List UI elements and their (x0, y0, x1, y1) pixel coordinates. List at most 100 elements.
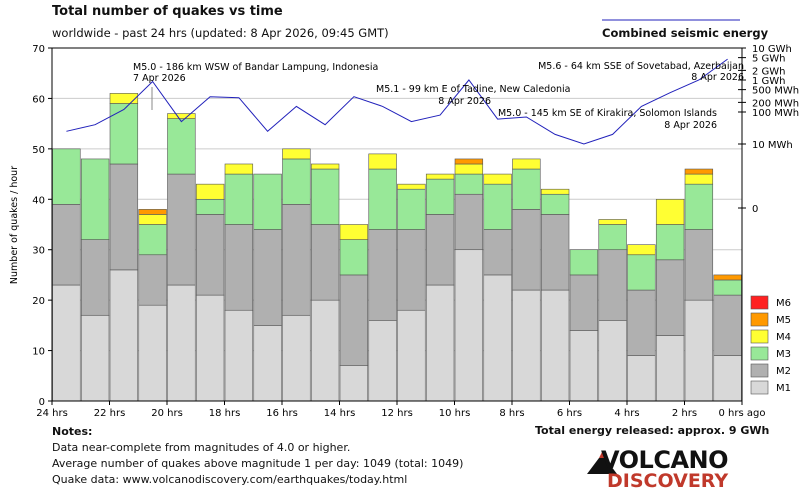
bar-M4-22 (684, 173, 714, 185)
annotation-text: M5.1 - 99 km E of Tadine, New Caledonia (376, 84, 571, 95)
legend-swatch-M4 (750, 329, 769, 344)
bar-M3-15 (483, 183, 512, 230)
bar-M1-3 (138, 304, 167, 402)
bar-M1-5 (195, 294, 225, 402)
x-tick-label: 12 hrs (381, 408, 413, 419)
bar-M2-23 (713, 294, 742, 356)
bar-M4-13 (425, 173, 455, 180)
legend-swatch-M3 (750, 346, 769, 361)
bar-M4-15 (483, 173, 512, 185)
bar-M2-10 (339, 274, 369, 366)
y-tick-label: 10 (32, 347, 45, 358)
bar-M1-6 (224, 309, 254, 402)
legend-swatch-M5 (750, 312, 769, 327)
logo-line-1: VOLCANO (601, 446, 729, 474)
bar-M1-7 (253, 325, 282, 402)
bar-M1-1 (80, 314, 110, 402)
bar-M2-22 (684, 229, 714, 301)
annotation-text: M5.0 - 186 km WSW of Bandar Lampung, Ind… (133, 62, 378, 73)
x-tick-label: 22 hrs (94, 408, 126, 419)
bar-M3-12 (397, 188, 426, 230)
energy-tick-label: 10 GWh (752, 44, 792, 55)
bar-M2-3 (138, 254, 167, 306)
legend-label-M5: M5 (776, 315, 791, 326)
bar-M2-20 (627, 289, 656, 356)
legend-label-M1: M1 (776, 383, 791, 394)
energy-tick-label: 5 GWh (752, 54, 786, 65)
bar-M1-23 (713, 355, 742, 402)
bar-M3-11 (368, 168, 397, 230)
volcano-icon (587, 452, 617, 474)
bar-M4-12 (397, 183, 426, 190)
bar-M3-7 (253, 173, 282, 230)
bar-M4-14 (454, 163, 484, 175)
annotation-date: 8 Apr 2026 (438, 96, 491, 107)
notes-line-2: Average number of quakes above magnitude… (52, 457, 464, 470)
x-tick-label: 24 hrs (36, 408, 68, 419)
logo-line-2: DISCOVERY (607, 470, 729, 492)
bar-M1-15 (483, 274, 512, 402)
bar-M3-10 (339, 239, 369, 276)
bar-M1-14 (454, 249, 484, 402)
notes-line-1: Data near-complete from magnitudes of 4.… (52, 441, 351, 454)
bar-M1-18 (569, 330, 599, 402)
bar-M5-14 (454, 158, 484, 165)
magnitude-legend: M6 M5 M4 M3 M2 M1 (750, 295, 791, 395)
annotation-solomon: M5.0 - 145 km SE of Kirakira, Solomon Is… (498, 108, 717, 131)
bar-M3-3 (138, 224, 167, 256)
bar-M4-17 (540, 188, 570, 195)
bar-M4-4 (167, 113, 196, 119)
bar-M2-9 (310, 224, 340, 301)
x-tick-label: 18 hrs (209, 408, 241, 419)
annotation-indonesia: M5.0 - 186 km WSW of Bandar Lampung, Ind… (133, 62, 378, 110)
bar-M3-16 (512, 168, 541, 210)
bar-M1-10 (339, 365, 369, 402)
legend-swatch-M2 (750, 363, 769, 378)
energy-tick-label: 100 MWh (752, 108, 799, 119)
bar-M1-8 (282, 314, 311, 402)
energy-tick-label: 10 MWh (752, 140, 793, 151)
bar-M1-11 (368, 320, 397, 402)
bar-M3-4 (167, 118, 196, 175)
bar-M2-18 (569, 274, 599, 331)
x-tick-label: 14 hrs (324, 408, 356, 419)
bar-M1-13 (425, 284, 455, 402)
x-tick-label: 2 hrs (672, 408, 697, 419)
bar-M4-6 (224, 163, 254, 175)
y-tick-label: 20 (32, 296, 45, 307)
bar-M1-21 (655, 335, 685, 402)
bar-M2-17 (540, 214, 570, 291)
chart-subtitle: worldwide - past 24 hrs (updated: 8 Apr … (52, 26, 389, 40)
bar-M2-8 (282, 204, 311, 316)
annotation-azerbaijan: M5.6 - 64 km SSE of Sovetabad, Azerbaija… (538, 61, 744, 83)
chart-title: Total number of quakes vs time (52, 4, 283, 19)
bar-M2-13 (425, 214, 455, 286)
grid-lines (52, 97, 742, 352)
bar-M5-23 (713, 274, 742, 281)
annotation-new-caledonia: M5.1 - 99 km E of Tadine, New Caledonia … (376, 84, 571, 107)
x-axis: 24 hrs 22 hrs 20 hrs 18 hrs 16 hrs 14 hrs 12 h… (36, 401, 765, 419)
x-tick-label: 20 hrs (151, 408, 183, 419)
bar-M1-12 (397, 309, 426, 402)
bar-M1-16 (512, 289, 541, 402)
total-energy-label: Total energy released: approx. 9 GWh (535, 424, 770, 437)
bar-M3-23 (713, 279, 742, 296)
legend-swatch-M1 (750, 380, 769, 395)
bar-M4-9 (310, 163, 340, 170)
bar-M2-14 (454, 193, 484, 251)
bar-M4-2 (109, 93, 139, 104)
bar-M3-6 (224, 173, 254, 225)
bar-M2-7 (253, 229, 282, 326)
x-tick-label: 4 hrs (614, 408, 639, 419)
bar-M3-13 (425, 178, 455, 215)
legend-swatch-M6 (750, 295, 769, 310)
bar-M2-0 (52, 204, 81, 286)
bar-M3-8 (282, 158, 311, 205)
bar-M3-18 (569, 249, 599, 276)
energy-tick-label: 2 GWh (752, 66, 786, 77)
bar-M3-14 (454, 173, 484, 195)
annotation-text: M5.0 - 145 km SE of Kirakira, Solomon Is… (498, 108, 717, 119)
bar-M3-0 (52, 148, 81, 205)
bar-M2-6 (224, 224, 254, 311)
y-tick-label: 0 (39, 397, 45, 408)
